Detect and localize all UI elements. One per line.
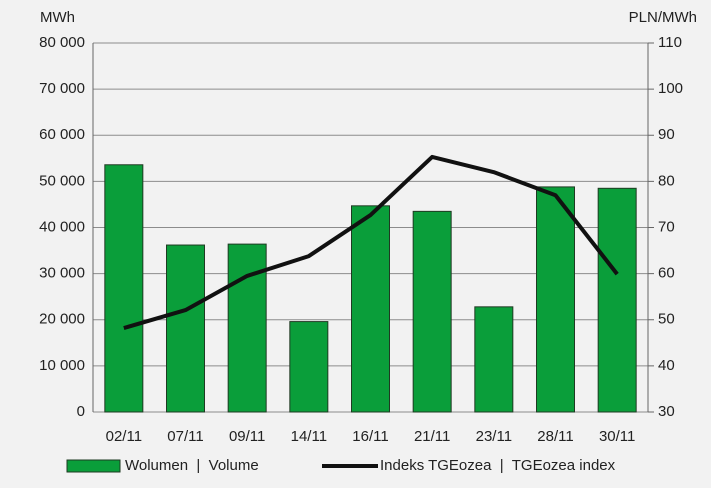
y-tick-label: 30 000 xyxy=(39,265,85,282)
y2-tick-label: 80 xyxy=(658,172,675,189)
x-tick-label: 30/11 xyxy=(599,428,635,445)
x-tick-label: 28/11 xyxy=(537,428,573,445)
y2-tick-label: 110 xyxy=(658,34,682,51)
bar xyxy=(104,164,144,413)
x-tick-label: 23/11 xyxy=(476,428,512,445)
y-tick-label: 40 000 xyxy=(39,218,85,235)
y-axis-title: MWh xyxy=(40,9,75,26)
bar xyxy=(597,187,637,413)
bar xyxy=(412,210,452,413)
x-tick-label: 14/11 xyxy=(291,428,327,445)
line xyxy=(123,154,619,330)
x-tick-label: 02/11 xyxy=(106,428,142,445)
y-tick-label: 60 000 xyxy=(39,126,85,143)
bar xyxy=(289,321,329,413)
bar xyxy=(351,205,390,413)
y-tick-label: 50 000 xyxy=(39,172,85,189)
y2-tick-label: 30 xyxy=(658,403,675,420)
bar xyxy=(536,186,575,413)
y-tick-label: 20 000 xyxy=(39,311,85,328)
bar xyxy=(166,244,205,413)
y2-tick-label: 50 xyxy=(658,311,675,328)
y2-tick-label: 70 xyxy=(658,218,675,235)
y-tick-label: 80 000 xyxy=(39,34,85,51)
bar xyxy=(227,243,267,413)
x-tick-label: 21/11 xyxy=(414,428,450,445)
y-tick-label: 10 000 xyxy=(39,357,85,374)
x-tick-label: 09/11 xyxy=(229,428,265,445)
bar xyxy=(474,306,514,413)
x-tick-label: 16/11 xyxy=(352,428,388,445)
y2-tick-label: 90 xyxy=(658,126,675,143)
y-tick-label: 0 xyxy=(77,403,85,420)
legend-label: Wolumen | Volume xyxy=(125,457,259,474)
y2-tick-label: 40 xyxy=(658,357,675,374)
y2-tick-label: 100 xyxy=(658,80,683,97)
y2-tick-label: 60 xyxy=(658,265,675,282)
legend-swatch xyxy=(66,459,121,473)
legend-label: Indeks TGEozea | TGEozea index xyxy=(380,457,616,474)
y2-axis-title: PLN/MWh xyxy=(629,9,697,26)
y-tick-label: 70 000 xyxy=(39,80,85,97)
x-tick-label: 07/11 xyxy=(167,428,203,445)
